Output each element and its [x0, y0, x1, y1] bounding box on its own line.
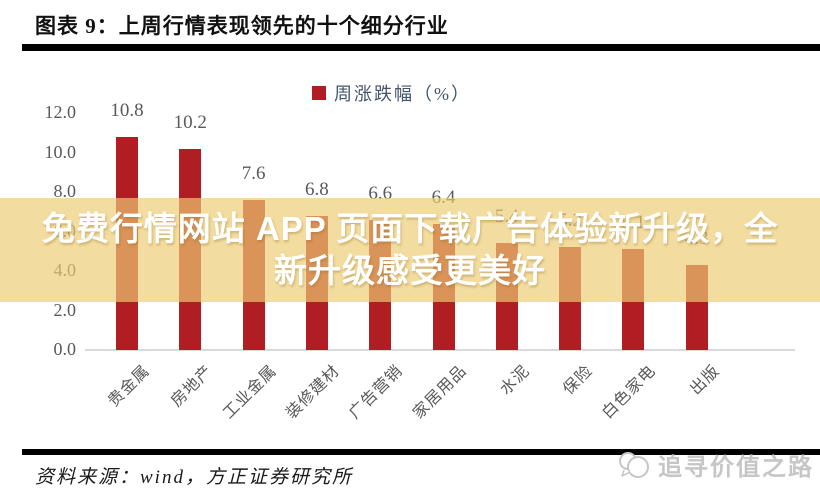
- y-axis-tick-label: 2.0: [53, 299, 77, 320]
- x-axis-label: 家居用品: [409, 362, 470, 423]
- legend-swatch-icon: [312, 86, 326, 100]
- x-axis-label: 保险: [560, 362, 597, 399]
- bar-value-label: 10.8: [110, 99, 144, 121]
- ad-overlay-text-line1: 免费行情网站 APP 页面下载广告体验新升级，全: [41, 209, 779, 247]
- speech-bubbles-logo-icon: [619, 451, 649, 478]
- legend: 周涨跌幅（%）: [312, 80, 471, 106]
- x-axis-label: 贵金属: [105, 362, 154, 411]
- y-axis-tick-label: 10.0: [44, 141, 77, 162]
- x-axis-label: 白色家电: [599, 362, 660, 423]
- bar-value-label: 7.6: [241, 162, 266, 184]
- watermark-text: 追寻价值之路: [658, 455, 814, 481]
- x-axis-label: 装修建材: [283, 362, 344, 423]
- chart-title: 图表 9：上周行情表现领先的十个细分行业: [35, 14, 449, 38]
- bottom-divider: [22, 449, 820, 455]
- source-note: 资料来源：wind，方正证券研究所: [35, 467, 353, 488]
- ad-overlay-banner: 免费行情网站 APP 页面下载广告体验新升级，全 新升级感受更美好: [0, 198, 820, 302]
- legend-label: 周涨跌幅（%）: [334, 84, 471, 104]
- x-axis-label: 出版: [686, 362, 723, 399]
- bar-value-label: 6.8: [305, 178, 329, 200]
- x-axis-label: 广告营销: [346, 362, 407, 423]
- y-axis-tick-label: 0.0: [53, 339, 77, 359]
- bar-value-label: 10.2: [173, 111, 207, 133]
- x-axis-label: 房地产: [168, 362, 217, 411]
- top-divider: [22, 44, 820, 51]
- y-axis-tick-label: 12.0: [44, 102, 77, 122]
- x-axis-line: [85, 349, 795, 351]
- x-axis-label: 工业金属: [219, 362, 280, 423]
- x-axis-label: 水泥: [496, 362, 534, 399]
- y-axis-tick-label: 8.0: [53, 181, 77, 201]
- watermark: 追寻价值之路: [618, 447, 814, 482]
- ad-overlay-text-line2: 新升级感受更美好: [274, 252, 546, 289]
